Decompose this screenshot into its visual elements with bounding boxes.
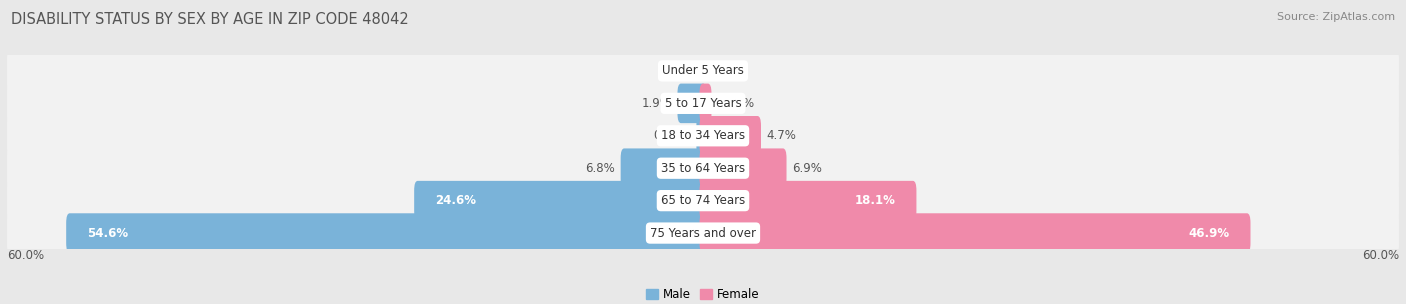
FancyBboxPatch shape — [696, 116, 706, 156]
Text: 0.0%: 0.0% — [664, 64, 693, 78]
Legend: Male, Female: Male, Female — [641, 283, 765, 304]
Text: 0.0%: 0.0% — [713, 64, 742, 78]
Text: 6.9%: 6.9% — [793, 162, 823, 175]
Text: 4.7%: 4.7% — [766, 129, 797, 142]
FancyBboxPatch shape — [7, 180, 1399, 222]
Text: 24.6%: 24.6% — [434, 194, 477, 207]
FancyBboxPatch shape — [620, 148, 706, 188]
FancyBboxPatch shape — [700, 84, 711, 123]
FancyBboxPatch shape — [678, 84, 706, 123]
FancyBboxPatch shape — [66, 213, 706, 253]
Text: 65 to 74 Years: 65 to 74 Years — [661, 194, 745, 207]
Text: 1.9%: 1.9% — [641, 97, 672, 110]
Text: 46.9%: 46.9% — [1188, 226, 1230, 240]
FancyBboxPatch shape — [700, 181, 917, 220]
Text: 18.1%: 18.1% — [855, 194, 896, 207]
Text: 5 to 17 Years: 5 to 17 Years — [665, 97, 741, 110]
Text: DISABILITY STATUS BY SEX BY AGE IN ZIP CODE 48042: DISABILITY STATUS BY SEX BY AGE IN ZIP C… — [11, 12, 409, 27]
Text: 54.6%: 54.6% — [87, 226, 128, 240]
Text: 60.0%: 60.0% — [1362, 249, 1399, 262]
FancyBboxPatch shape — [700, 148, 786, 188]
Text: 75 Years and over: 75 Years and over — [650, 226, 756, 240]
Text: 0.43%: 0.43% — [717, 97, 755, 110]
FancyBboxPatch shape — [7, 115, 1399, 157]
Text: 6.8%: 6.8% — [585, 162, 614, 175]
FancyBboxPatch shape — [7, 147, 1399, 189]
Text: 60.0%: 60.0% — [7, 249, 44, 262]
Text: Source: ZipAtlas.com: Source: ZipAtlas.com — [1277, 12, 1395, 22]
Text: Under 5 Years: Under 5 Years — [662, 64, 744, 78]
Text: 18 to 34 Years: 18 to 34 Years — [661, 129, 745, 142]
FancyBboxPatch shape — [700, 116, 761, 156]
Text: 0.27%: 0.27% — [654, 129, 690, 142]
FancyBboxPatch shape — [7, 212, 1399, 254]
FancyBboxPatch shape — [7, 82, 1399, 124]
FancyBboxPatch shape — [7, 50, 1399, 92]
Text: 35 to 64 Years: 35 to 64 Years — [661, 162, 745, 175]
FancyBboxPatch shape — [700, 213, 1250, 253]
FancyBboxPatch shape — [415, 181, 706, 220]
